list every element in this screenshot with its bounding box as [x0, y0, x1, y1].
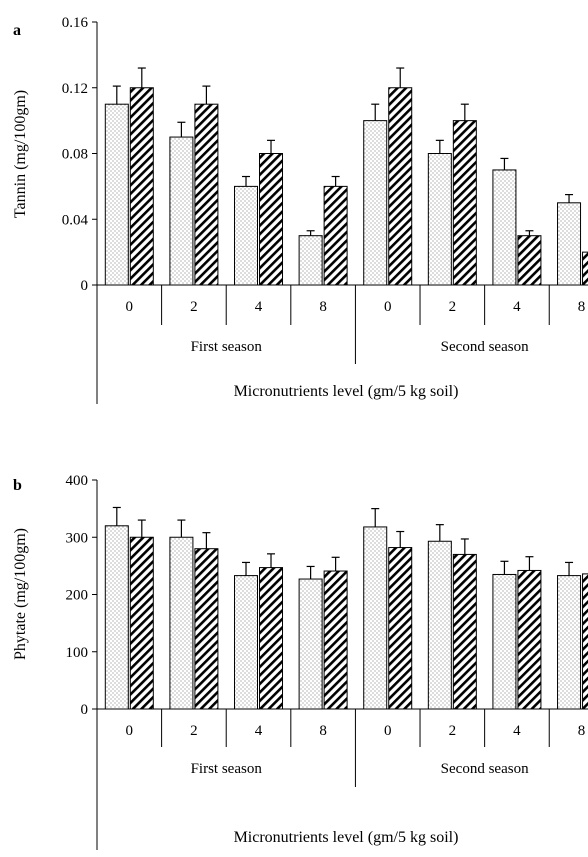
panel-b-group-label: Second season [441, 761, 529, 777]
panel-a-bar-series-2 [517, 235, 542, 286]
panel-a-x-tick-label: 2 [449, 299, 457, 315]
panel-a-y-tick-label: 0.04 [62, 212, 89, 228]
panel-a-y-tick-label: 0.16 [62, 15, 89, 31]
panel-a-x-tick-label: 8 [319, 299, 327, 315]
panel-b-bar-series-1 [557, 575, 582, 710]
panel-a-y-axis-label: Tannin (mg/100gm) [12, 90, 29, 218]
panel-b-y-tick-label: 100 [66, 645, 89, 661]
panel-b-bar-series-2 [194, 548, 219, 710]
panel-b-x-tick-label: 8 [319, 723, 327, 739]
panel-b-label: b [13, 477, 22, 494]
panel-a-y-tick-label: 0.12 [62, 81, 88, 97]
panel-b-x-tick-label: 4 [513, 723, 521, 739]
panel-a-bar-series-2 [259, 153, 284, 286]
panel-a-bar-series-2 [388, 87, 413, 286]
panel-b: b Phytate (mg/100gm) Micronutrients leve… [12, 473, 588, 850]
panel-b-bar-series-1 [492, 573, 517, 710]
panel-b-bar-series-2 [582, 573, 588, 710]
panel-b-x-tick-label: 2 [449, 723, 457, 739]
panel-b-group-label: First season [191, 761, 263, 777]
panel-a-bar-series-1 [104, 103, 129, 286]
panel-b-x-tick-label: 4 [255, 723, 263, 739]
panel-b-bar-series-1 [169, 536, 194, 710]
panel-a-x-tick-label: 0 [384, 299, 392, 315]
panel-b-bar-series-2 [323, 570, 348, 710]
panel-a-bar-series-2 [452, 120, 477, 286]
panel-a-label: a [13, 22, 21, 39]
panel-b-bar-series-2 [129, 536, 154, 710]
panel-b-x-tick-label: 2 [190, 723, 198, 739]
panel-a-bar-series-2 [323, 185, 348, 286]
panel-a-x-tick-label: 0 [126, 299, 134, 315]
panel-a-bar-series-2 [129, 87, 154, 286]
panel-b-y-tick-label: 300 [66, 530, 89, 546]
panel-b-bar-series-2 [388, 547, 413, 710]
panel-a-bar-series-1 [427, 153, 452, 286]
panel-a-x-tick-label: 8 [578, 299, 586, 315]
panel-a-bar-series-1 [363, 120, 388, 286]
panel-b-bar-series-2 [259, 567, 284, 710]
panel-a-bar-series-1 [169, 136, 194, 286]
panel-b-x-axis-label: Micronutrients level (gm/5 kg soil) [234, 829, 459, 846]
panel-b-x-tick-label: 0 [384, 723, 392, 739]
panel-b-x-tick-label: 8 [578, 723, 586, 739]
panel-b-bar-series-1 [298, 578, 323, 710]
panel-a-bar-series-1 [298, 235, 323, 286]
panel-a-x-axis-label: Micronutrients level (gm/5 kg soil) [234, 383, 459, 400]
panel-b-y-tick-label: 200 [66, 588, 89, 604]
panel-a-x-tick-label: 4 [513, 299, 521, 315]
panel-a-y-tick-label: 0 [81, 278, 89, 294]
panel-a-y-tick-label: 0.08 [62, 147, 88, 163]
panel-b-y-axis-label: Phytate (mg/100gm) [12, 528, 29, 660]
panel-b-y-tick-label: 0 [81, 702, 89, 718]
panel-b-bar-series-1 [104, 525, 129, 710]
panel-a-x-tick-label: 2 [190, 299, 198, 315]
panel-a-group-label: First season [191, 339, 263, 355]
panel-a-x-tick-label: 4 [255, 299, 263, 315]
panel-a-bar-series-2 [582, 251, 588, 286]
panel-b-bar-series-1 [234, 575, 259, 710]
panel-a-bar-series-1 [557, 202, 582, 286]
panel-b-x-tick-label: 0 [126, 723, 134, 739]
panel-b-y-tick-label: 400 [66, 473, 89, 489]
panel-a-bar-series-2 [194, 103, 219, 286]
panel-a: a Tannin (mg/100gm) Micronutrients level… [12, 15, 588, 404]
panel-b-bar-series-2 [452, 553, 477, 710]
panel-b-bar-series-1 [427, 540, 452, 710]
panel-a-bar-series-1 [492, 169, 517, 286]
panel-b-bar-series-2 [517, 569, 542, 710]
panel-b-bar-series-1 [363, 526, 388, 710]
panel-a-bar-series-1 [234, 185, 259, 286]
panel-a-group-label: Second season [441, 339, 529, 355]
